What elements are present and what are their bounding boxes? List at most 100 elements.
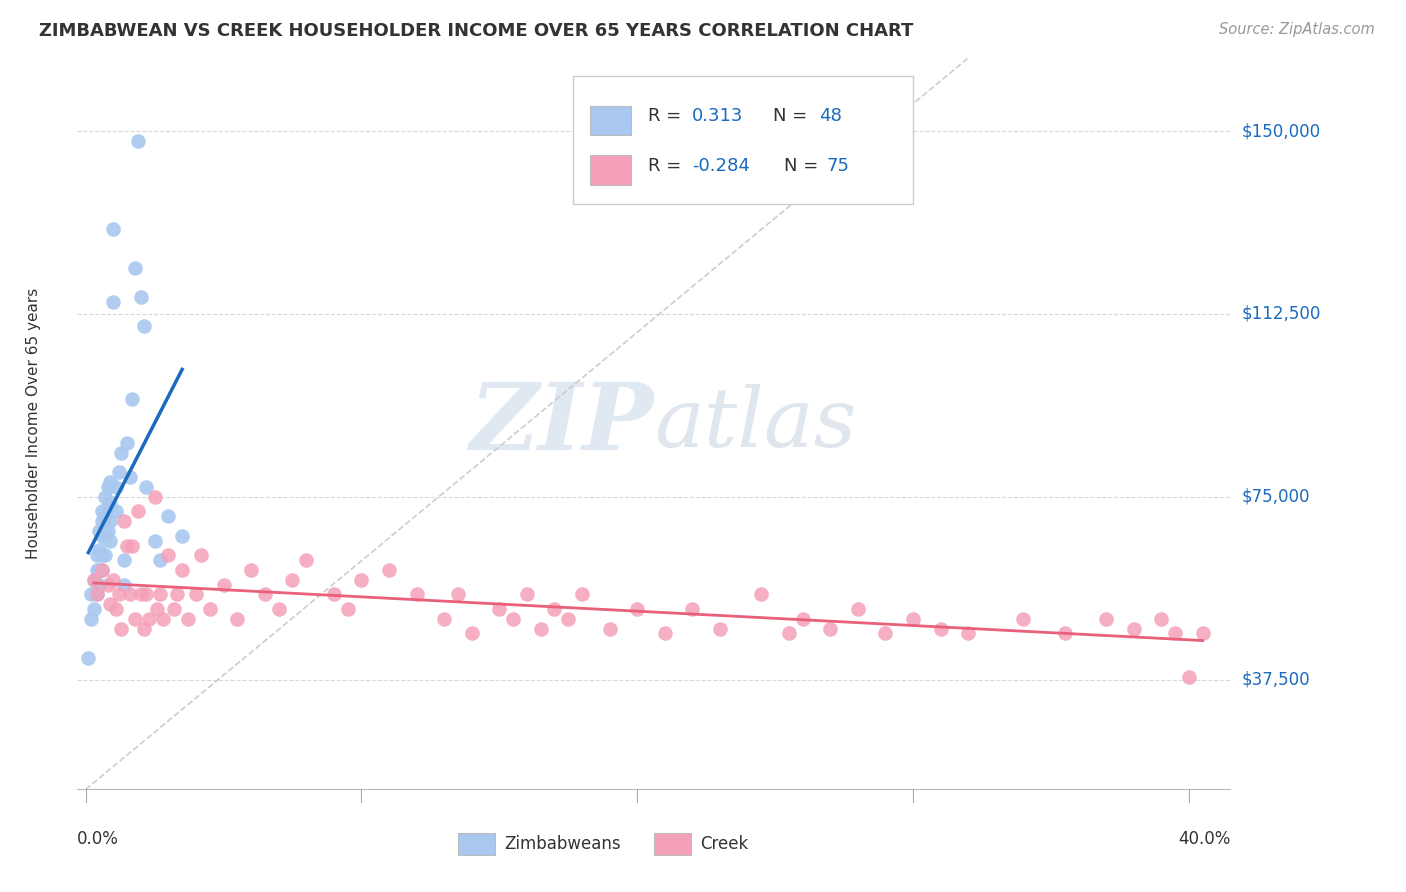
Text: ZIP: ZIP (470, 379, 654, 468)
Point (127, 504, 149, 518)
Point (226, 612, 249, 626)
Point (157, 549, 180, 563)
Point (350, 573, 373, 587)
Point (100, 494, 122, 508)
Point (135, 480, 157, 494)
Text: R =: R = (648, 157, 688, 175)
Point (336, 602, 359, 616)
Text: 75: 75 (827, 157, 849, 175)
Point (176, 612, 198, 626)
Text: $112,500: $112,500 (1241, 305, 1320, 323)
Point (112, 577, 135, 591)
Point (132, 622, 155, 636)
Point (110, 622, 132, 636)
Text: Creek: Creek (700, 835, 748, 854)
Point (172, 529, 194, 543)
Text: 0.313: 0.313 (692, 108, 744, 126)
Point (152, 612, 174, 626)
Point (143, 490, 166, 504)
Point (820, 622, 842, 636)
Point (132, 319, 155, 334)
Point (146, 602, 169, 616)
Point (91, 549, 114, 563)
Point (240, 563, 263, 577)
Point (166, 587, 188, 601)
Point (89, 524, 111, 538)
Point (198, 602, 221, 616)
FancyBboxPatch shape (591, 105, 631, 135)
Point (103, 573, 125, 587)
Text: $37,500: $37,500 (1241, 671, 1310, 689)
Point (157, 509, 180, 524)
Point (121, 392, 143, 407)
Point (91, 529, 114, 543)
Point (86, 563, 108, 577)
Point (91, 514, 114, 528)
Point (281, 573, 304, 587)
Point (121, 539, 143, 553)
Point (184, 587, 207, 601)
Text: $150,000: $150,000 (1241, 122, 1320, 140)
Point (100, 475, 122, 490)
Point (83, 573, 105, 587)
Point (83, 602, 105, 616)
Point (94, 529, 117, 543)
Point (778, 626, 800, 640)
Text: Householder Income Over 65 years: Householder Income Over 65 years (27, 288, 41, 559)
Point (89, 577, 111, 591)
Point (875, 626, 897, 640)
FancyBboxPatch shape (591, 155, 631, 185)
Point (557, 612, 579, 626)
Point (143, 533, 166, 548)
Point (1053, 626, 1076, 640)
Point (91, 563, 114, 577)
Text: Source: ZipAtlas.com: Source: ZipAtlas.com (1219, 22, 1375, 37)
Point (957, 626, 980, 640)
Point (91, 563, 114, 577)
Point (1178, 670, 1201, 684)
Text: atlas: atlas (654, 384, 856, 464)
Text: N =: N = (785, 157, 824, 175)
Point (129, 290, 152, 304)
Point (104, 504, 127, 518)
Point (89, 563, 111, 577)
Point (405, 587, 427, 601)
Point (80, 612, 103, 626)
Point (94, 549, 117, 563)
Point (378, 563, 401, 577)
Point (681, 602, 703, 616)
Point (112, 553, 135, 567)
Point (97, 500, 120, 514)
Point (516, 587, 538, 601)
Text: ZIMBABWEAN VS CREEK HOUSEHOLDER INCOME OVER 65 YEARS CORRELATION CHART: ZIMBABWEAN VS CREEK HOUSEHOLDER INCOME O… (39, 22, 914, 40)
Point (138, 612, 160, 626)
Point (530, 622, 553, 636)
Point (433, 612, 456, 626)
Point (488, 602, 510, 616)
Point (149, 587, 172, 601)
FancyBboxPatch shape (654, 833, 690, 855)
Point (709, 622, 731, 636)
Point (97, 480, 120, 494)
Point (80, 587, 103, 601)
Text: R =: R = (648, 108, 688, 126)
Point (104, 602, 127, 616)
Point (163, 602, 186, 616)
Point (571, 587, 593, 601)
Text: 0.0%: 0.0% (77, 830, 120, 847)
Point (103, 294, 125, 309)
Point (107, 587, 129, 601)
Point (118, 587, 141, 601)
Point (1095, 612, 1118, 626)
Point (127, 134, 149, 148)
Point (792, 612, 814, 626)
Point (86, 587, 108, 601)
Point (124, 612, 146, 626)
Text: 40.0%: 40.0% (1178, 830, 1230, 847)
Point (901, 612, 924, 626)
Point (626, 602, 648, 616)
Point (77, 650, 100, 665)
Point (654, 626, 676, 640)
Point (86, 587, 108, 601)
Point (104, 480, 127, 494)
